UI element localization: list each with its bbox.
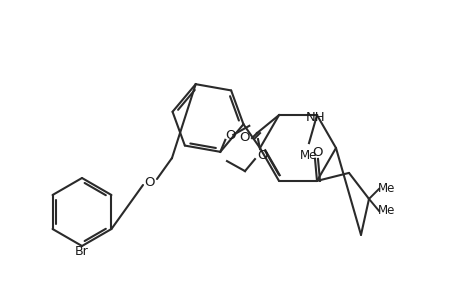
Text: O: O [145,176,155,188]
Text: O: O [312,146,323,159]
Text: NH: NH [306,111,325,124]
Text: Me: Me [377,204,395,218]
Text: O: O [239,130,250,144]
Text: Me: Me [377,182,395,195]
Text: Br: Br [75,245,89,259]
Text: O: O [257,148,268,162]
Text: O: O [224,129,235,142]
Text: Me: Me [300,148,317,162]
